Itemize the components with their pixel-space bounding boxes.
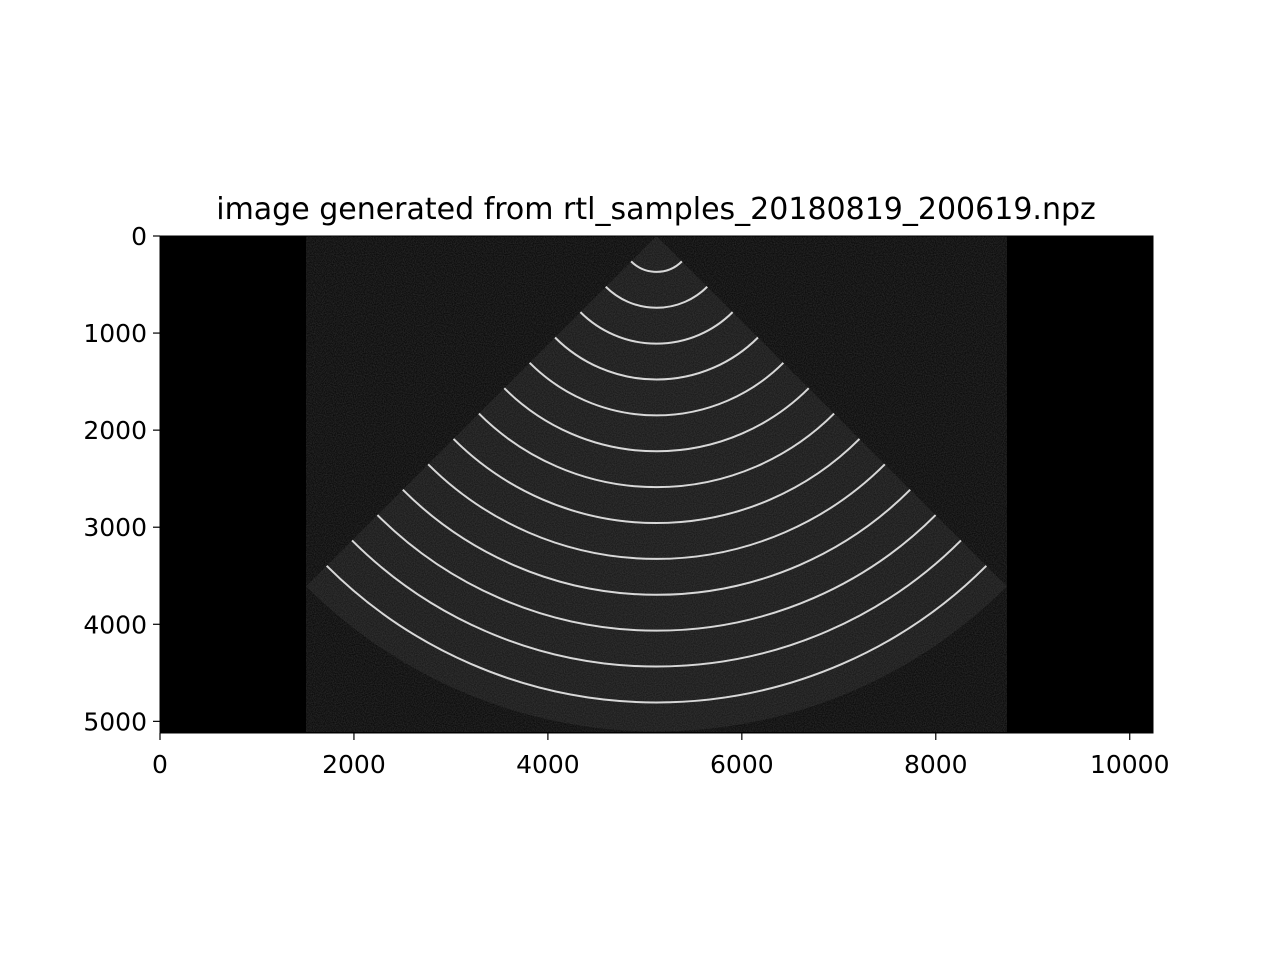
x-tick-label: 6000 bbox=[710, 750, 774, 779]
arc-8 bbox=[452, 438, 861, 525]
plot-frame bbox=[159, 235, 1154, 734]
y-axis: 0 1000 2000 3000 4000 5000 bbox=[83, 222, 160, 736]
arc-11 bbox=[376, 514, 937, 632]
x-tick-label: 2000 bbox=[322, 750, 386, 779]
arc-3 bbox=[579, 311, 734, 345]
y-tick-label: 0 bbox=[131, 222, 147, 251]
y-tick-label: 5000 bbox=[83, 707, 147, 736]
arc-10 bbox=[402, 489, 911, 596]
y-tick-label: 3000 bbox=[83, 513, 147, 542]
x-tick-label: 10000 bbox=[1090, 750, 1170, 779]
fan-noise bbox=[306, 236, 1007, 732]
arc-1 bbox=[630, 260, 683, 273]
arc-5 bbox=[528, 362, 785, 417]
y-tick-label: 4000 bbox=[83, 610, 147, 639]
x-tick-label: 4000 bbox=[516, 750, 580, 779]
arc-9 bbox=[427, 463, 886, 560]
x-axis: 0 2000 4000 6000 8000 10000 bbox=[152, 733, 1169, 779]
arc-6 bbox=[503, 387, 810, 453]
fan-region bbox=[306, 236, 1007, 732]
x-tick-label: 8000 bbox=[904, 750, 968, 779]
arc-12 bbox=[351, 539, 962, 668]
plot-area bbox=[160, 236, 1153, 733]
y-tick-label: 2000 bbox=[83, 416, 147, 445]
arc-2 bbox=[605, 286, 708, 309]
arc-7 bbox=[478, 412, 835, 489]
y-tick-label: 1000 bbox=[83, 319, 147, 348]
arc-4 bbox=[554, 336, 759, 381]
chart-title: image generated from rtl_samples_2018081… bbox=[216, 192, 1096, 227]
arc-13 bbox=[325, 565, 988, 704]
x-tick-label: 0 bbox=[152, 750, 168, 779]
